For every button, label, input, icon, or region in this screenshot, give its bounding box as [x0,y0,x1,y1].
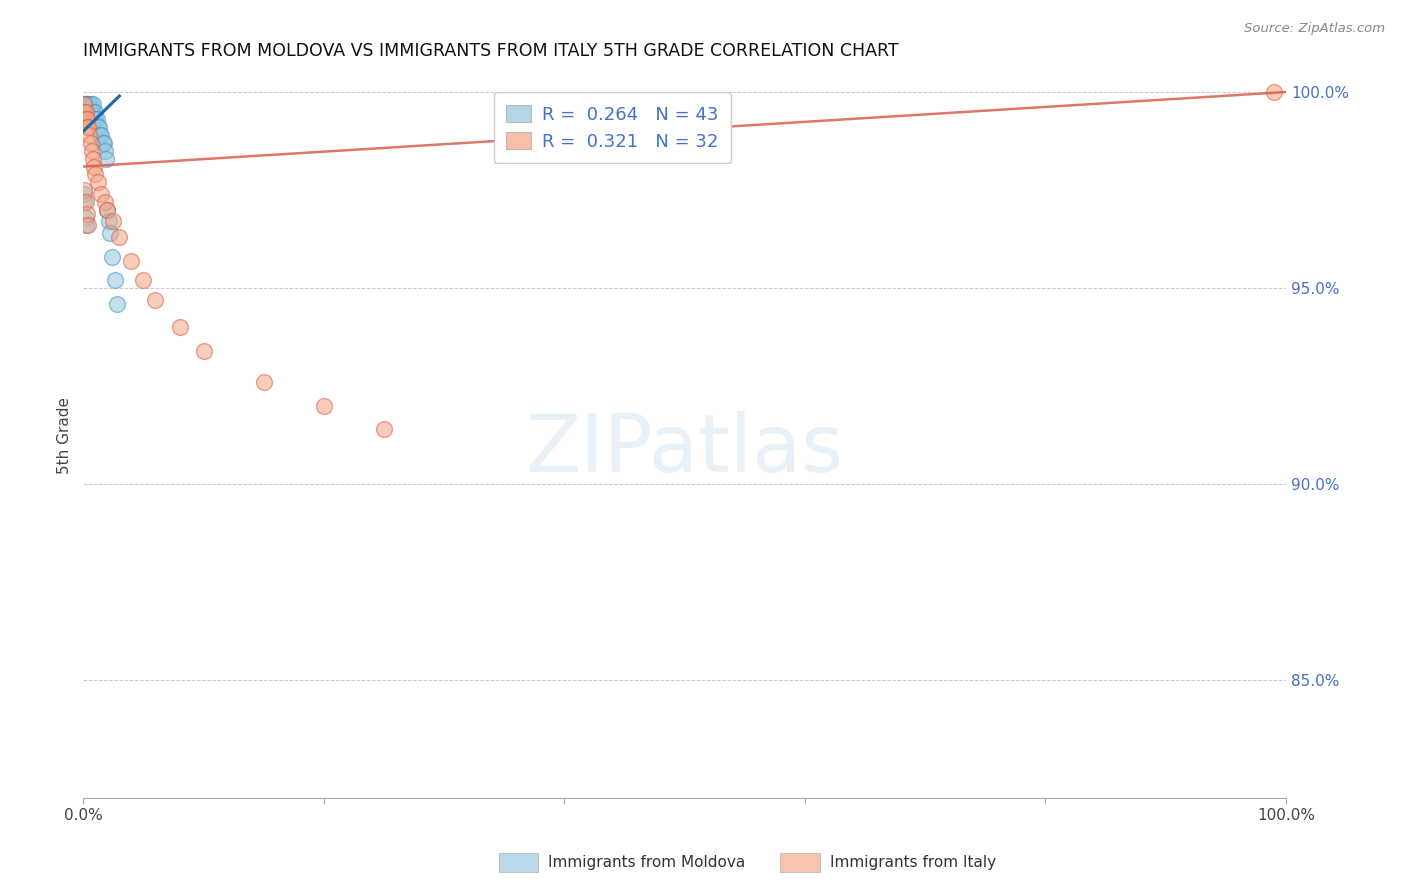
Point [75,219,97,233]
Point [73,104,96,119]
Point [101,250,124,264]
Point [76,112,98,127]
Point [77,219,100,233]
Point [84,112,107,127]
Point [73,104,96,119]
Point [103,273,125,287]
Point [87,120,110,135]
Point [193,343,215,358]
Point [91,136,114,150]
Point [82,104,104,119]
Point [87,175,110,189]
Point [75,96,97,111]
Point [73,187,96,202]
Point [83,160,105,174]
Point [98,226,121,240]
Point [75,112,97,127]
Point [145,293,167,307]
Point [105,297,128,311]
Text: IMMIGRANTS FROM MOLDOVA VS IMMIGRANTS FROM ITALY 5TH GRADE CORRELATION CHART: IMMIGRANTS FROM MOLDOVA VS IMMIGRANTS FR… [83,42,898,60]
Point [77,120,100,135]
Point [82,152,104,166]
Point [73,194,96,209]
Point [80,104,103,119]
Point [80,144,103,158]
Point [76,112,98,127]
Point [76,96,98,111]
Point [94,144,117,158]
Point [73,104,96,119]
Point [94,152,117,166]
Point [373,422,395,436]
Point [73,112,96,127]
Point [76,206,98,220]
Point [103,214,125,228]
Point [73,96,96,111]
Point [84,168,107,182]
Point [73,96,96,111]
Point [79,104,101,119]
Point [80,112,103,127]
Point [169,320,191,334]
Y-axis label: 5th Grade: 5th Grade [58,397,72,474]
Point [75,104,97,119]
Point [76,120,98,135]
Point [79,104,101,119]
Point [76,104,98,119]
Point [75,104,97,119]
Point [1263,85,1285,99]
Point [75,112,97,127]
Point [77,104,100,119]
Point [75,211,97,225]
Point [82,96,104,111]
Point [89,128,111,143]
Point [79,136,101,150]
Point [87,120,110,135]
Point [90,187,112,202]
Text: Source: ZipAtlas.com: Source: ZipAtlas.com [1244,22,1385,36]
Point [132,273,155,287]
Point [93,136,115,150]
Point [94,194,117,209]
Point [84,104,107,119]
Point [75,194,97,209]
Text: Immigrants from Italy: Immigrants from Italy [830,855,995,870]
Point [79,96,101,111]
Point [73,183,96,197]
Point [86,112,108,127]
Point [90,128,112,143]
Point [77,96,100,111]
Point [73,96,96,111]
Point [79,128,101,143]
Point [83,112,105,127]
Point [120,253,142,268]
Point [97,214,120,228]
Point [312,399,335,413]
Text: ZIPatlas: ZIPatlas [526,410,844,489]
Text: Immigrants from Moldova: Immigrants from Moldova [548,855,745,870]
Legend: R =  0.264   N = 43, R =  0.321   N = 32: R = 0.264 N = 43, R = 0.321 N = 32 [494,93,731,163]
Point [253,376,276,390]
Point [79,96,101,111]
Point [96,202,118,217]
Point [96,202,118,217]
Point [108,230,131,244]
